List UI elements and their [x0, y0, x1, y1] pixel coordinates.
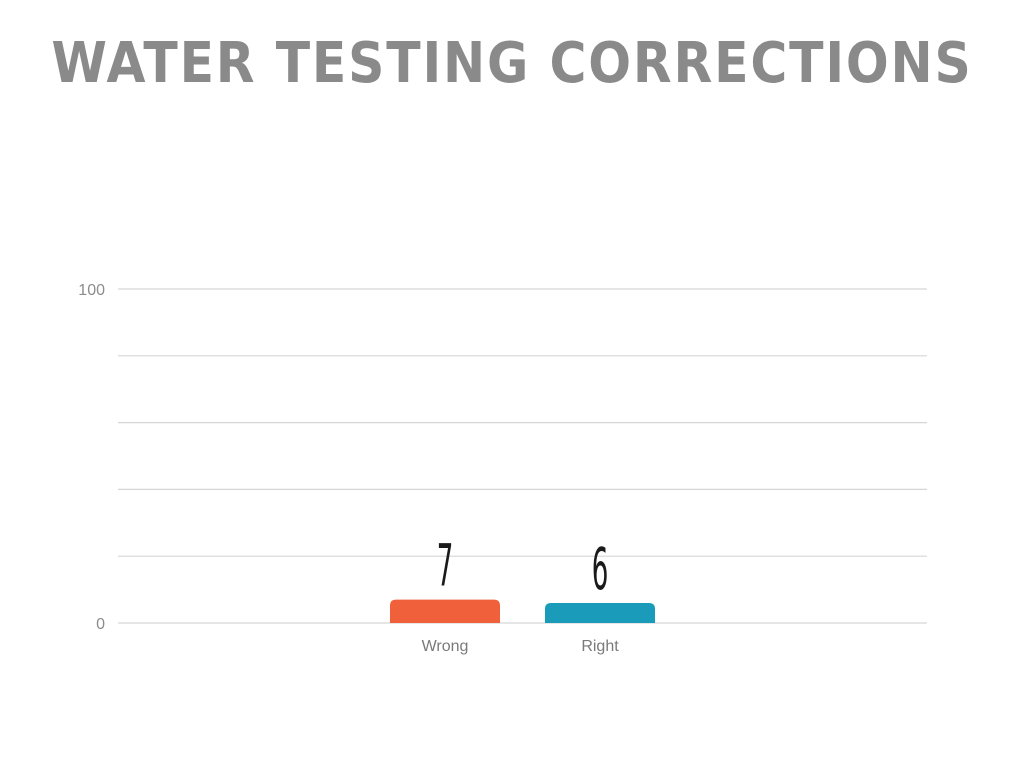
- bar-wrong: [390, 599, 500, 623]
- page-title: WATER TESTING CORRECTIONS: [51, 31, 973, 96]
- y-tick-label: 100: [78, 282, 105, 299]
- bars: [390, 599, 655, 623]
- category-label: Wrong: [422, 638, 469, 655]
- value-label: 7: [437, 531, 454, 599]
- y-axis-ticks: 0 100: [78, 282, 105, 633]
- gridlines: [118, 288, 927, 624]
- bar-right: [545, 602, 655, 623]
- category-label: Right: [581, 638, 619, 655]
- category-labels: Wrong Right: [422, 638, 620, 655]
- y-tick-label: 0: [96, 616, 105, 633]
- value-label: 6: [592, 535, 609, 603]
